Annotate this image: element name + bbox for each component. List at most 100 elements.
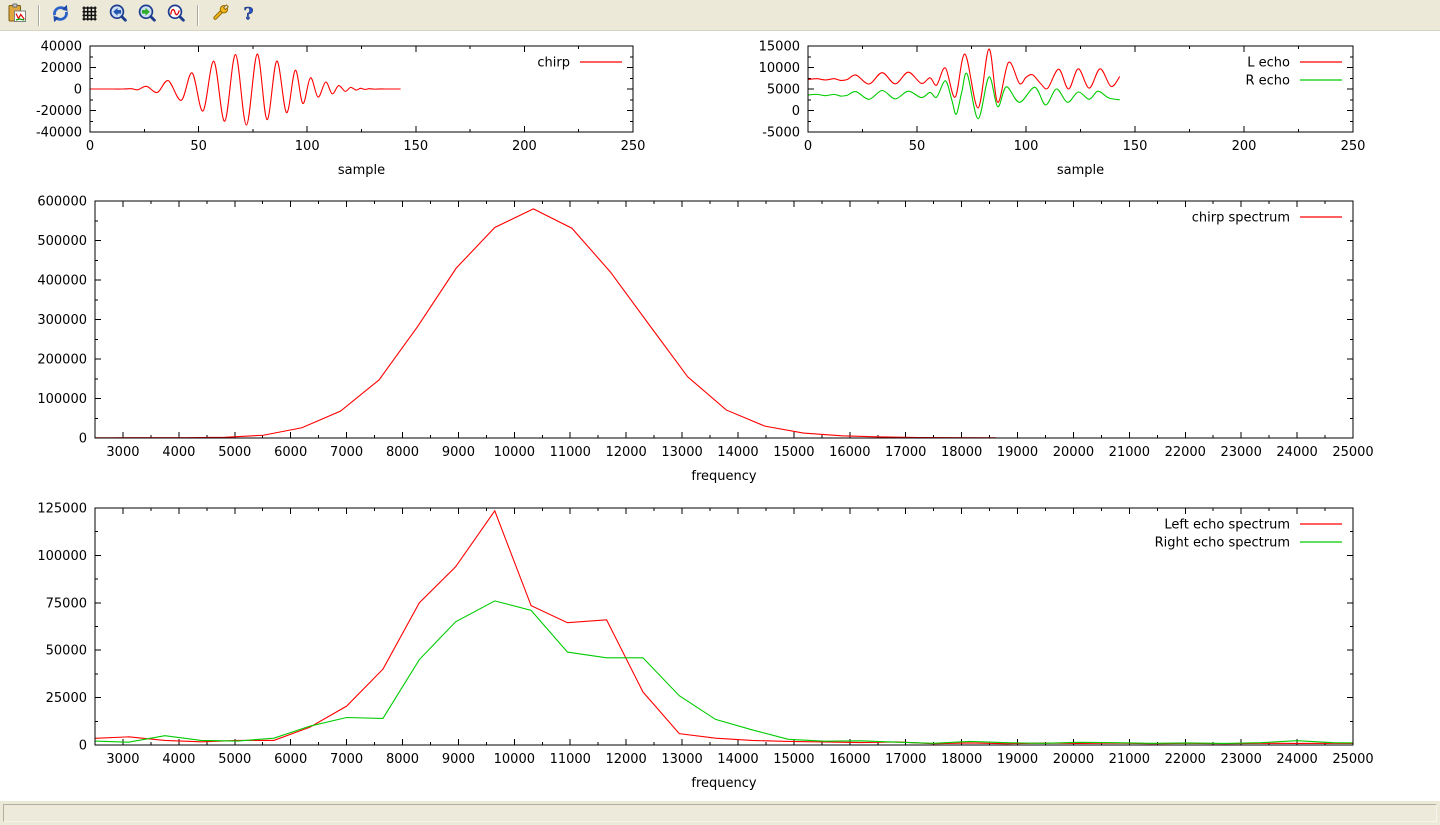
svg-text:21000: 21000 xyxy=(1109,752,1150,767)
svg-text:8000: 8000 xyxy=(386,445,419,460)
legend: chirp xyxy=(537,56,622,71)
series-l-echo xyxy=(807,48,1121,109)
x-axis-label: sample xyxy=(1057,163,1104,178)
plot-border xyxy=(89,45,634,133)
refresh-icon xyxy=(50,3,71,27)
zoom-previous-button[interactable] xyxy=(105,2,132,29)
x-tick-labels: 0 50 100 150 200 250 xyxy=(804,139,1366,154)
grid-toggle-button[interactable] xyxy=(76,2,103,29)
svg-text:4000: 4000 xyxy=(162,752,195,767)
config-button[interactable] xyxy=(206,2,233,29)
svg-text:20000: 20000 xyxy=(1053,752,1094,767)
svg-text:15000: 15000 xyxy=(773,752,814,767)
svg-text:100000: 100000 xyxy=(37,392,87,407)
svg-text:0: 0 xyxy=(804,139,812,154)
svg-text:23000: 23000 xyxy=(1220,752,1261,767)
svg-text:15000: 15000 xyxy=(759,40,800,55)
copy-plot-icon xyxy=(7,3,28,27)
legend-label: chirp spectrum xyxy=(1192,211,1290,226)
plot-chirp-signal[interactable]: 0 50 100 150 200 250 -40000 -20000 0 20000 40000 sa… xyxy=(36,40,645,179)
status-field xyxy=(3,804,1437,822)
svg-text:20000: 20000 xyxy=(41,61,82,76)
svg-text:3000: 3000 xyxy=(106,752,139,767)
svg-text:14000: 14000 xyxy=(717,445,758,460)
svg-text:17000: 17000 xyxy=(885,752,926,767)
svg-text:100000: 100000 xyxy=(37,549,87,564)
legend-label: L echo xyxy=(1247,56,1290,71)
x-axis-label: frequency xyxy=(691,776,757,791)
svg-text:4000: 4000 xyxy=(162,445,195,460)
series-chirp-spectrum xyxy=(94,208,997,439)
series-r-echo xyxy=(807,72,1120,120)
svg-text:6000: 6000 xyxy=(274,752,307,767)
svg-text:5000: 5000 xyxy=(767,83,800,98)
svg-text:5000: 5000 xyxy=(218,445,251,460)
svg-text:9000: 9000 xyxy=(442,752,475,767)
legend: Left echo spectrum Right echo spectrum xyxy=(1155,518,1342,551)
svg-text:11000: 11000 xyxy=(550,752,591,767)
grid-icon xyxy=(79,3,100,27)
svg-text:600000: 600000 xyxy=(37,195,87,210)
plot-canvas[interactable]: 0 50 100 150 200 250 -40000 -20000 0 20000 40000 sa… xyxy=(0,31,1440,800)
svg-text:0: 0 xyxy=(74,83,82,98)
svg-text:75000: 75000 xyxy=(46,596,87,611)
svg-text:18000: 18000 xyxy=(941,445,982,460)
svg-text:7000: 7000 xyxy=(330,445,363,460)
x-tick-labels: 0 50 100 150 200 250 xyxy=(86,139,646,154)
autoscale-button[interactable] xyxy=(163,2,190,29)
zoom-next-button[interactable] xyxy=(134,2,161,29)
svg-text:24000: 24000 xyxy=(1276,752,1317,767)
toolbar-separator xyxy=(197,4,199,26)
svg-text:25000: 25000 xyxy=(1332,752,1373,767)
svg-text:40000: 40000 xyxy=(41,40,82,55)
svg-text:500000: 500000 xyxy=(37,234,87,249)
series-right-echo-spectrum xyxy=(94,600,1354,745)
help-button[interactable]: ? xyxy=(235,2,262,29)
svg-text:23000: 23000 xyxy=(1220,445,1261,460)
svg-text:10000: 10000 xyxy=(759,61,800,76)
svg-text:200: 200 xyxy=(1232,139,1257,154)
svg-text:50000: 50000 xyxy=(46,644,87,659)
replot-button[interactable] xyxy=(47,2,74,29)
copy-to-clipboard-button[interactable] xyxy=(4,2,31,29)
axis-ticks xyxy=(94,200,1354,439)
plot-chirp-spectrum[interactable]: 3000 4000 5000 6000 7000 8000 9000 10000 11000 12… xyxy=(37,195,1373,485)
svg-text:11000: 11000 xyxy=(550,445,591,460)
svg-text:10000: 10000 xyxy=(494,752,535,767)
svg-text:8000: 8000 xyxy=(386,752,419,767)
y-tick-labels: -40000 -20000 0 20000 40000 xyxy=(36,40,82,141)
svg-text:16000: 16000 xyxy=(829,445,870,460)
svg-text:22000: 22000 xyxy=(1165,752,1206,767)
svg-text:12000: 12000 xyxy=(605,445,646,460)
svg-text:200: 200 xyxy=(512,139,537,154)
zoom-next-icon xyxy=(137,3,158,27)
legend-label: Right echo spectrum xyxy=(1155,536,1290,551)
svg-text:15000: 15000 xyxy=(773,445,814,460)
svg-text:25000: 25000 xyxy=(1332,445,1373,460)
svg-text:25000: 25000 xyxy=(46,691,87,706)
svg-text:17000: 17000 xyxy=(885,445,926,460)
zoom-previous-icon xyxy=(108,3,129,27)
svg-text:125000: 125000 xyxy=(37,502,87,517)
plot-echo-signals[interactable]: 0 50 100 150 200 250 -5000 0 5000 10000 15000 sampl… xyxy=(759,40,1366,179)
legend-label: chirp xyxy=(537,56,570,71)
legend-label: R echo xyxy=(1245,74,1290,89)
svg-text:7000: 7000 xyxy=(330,752,363,767)
legend: chirp spectrum xyxy=(1192,211,1342,226)
x-tick-labels: 3000 4000 5000 6000 7000 8000 9000 10000 11000 12… xyxy=(106,752,1373,767)
plot-echo-spectra[interactable]: 3000 4000 5000 6000 7000 8000 9000 10000 11000 12… xyxy=(37,502,1373,792)
svg-text:19000: 19000 xyxy=(997,445,1038,460)
svg-text:21000: 21000 xyxy=(1109,445,1150,460)
toolbar: ? xyxy=(0,0,1440,31)
svg-text:10000: 10000 xyxy=(494,445,535,460)
svg-text:150: 150 xyxy=(403,139,428,154)
svg-text:6000: 6000 xyxy=(274,445,307,460)
legend-label: Left echo spectrum xyxy=(1164,518,1290,533)
svg-text:?: ? xyxy=(244,5,254,25)
x-tick-labels: 3000 4000 5000 6000 7000 8000 9000 10000 11000 12… xyxy=(106,445,1373,460)
plots-svg[interactable]: 0 50 100 150 200 250-40000-2000002000040000sa… xyxy=(0,31,1440,800)
svg-text:-20000: -20000 xyxy=(36,104,82,119)
svg-text:14000: 14000 xyxy=(717,752,758,767)
plot-border xyxy=(94,200,1354,439)
x-axis-label: sample xyxy=(338,163,385,178)
